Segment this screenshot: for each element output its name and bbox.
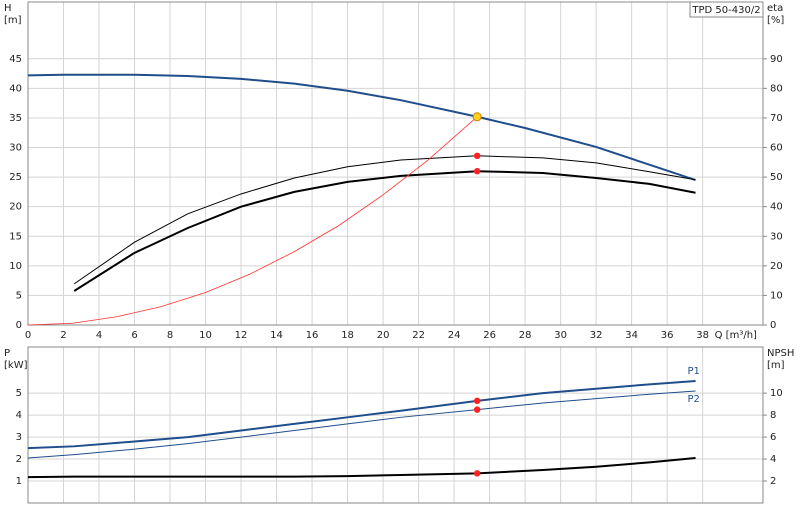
x-tick-label: 24 (448, 330, 461, 341)
curve (73, 155, 696, 285)
y2-tick-label: 30 (770, 231, 783, 242)
y-tick-label: 0 (16, 320, 22, 331)
y-tick-label: 40 (9, 83, 22, 94)
y2-tick-label: 4 (770, 454, 776, 465)
x-tick-label: 8 (167, 330, 173, 341)
y2-tick-label: 20 (770, 261, 783, 272)
y2-tick-label: 70 (770, 113, 783, 124)
operating-point (473, 152, 481, 160)
curve (27, 390, 696, 459)
y-tick-label: 25 (9, 172, 22, 183)
y2-axis-unit: [m] (767, 360, 785, 371)
y2-tick-label: 0 (770, 320, 776, 331)
y-tick-label: 30 (9, 143, 22, 154)
y-axis-unit: [kW] (4, 360, 28, 371)
x-tick-label: 38 (696, 330, 709, 341)
x-tick-label: 6 (131, 330, 137, 341)
x-tick-label: 12 (235, 330, 248, 341)
y-tick-label: 4 (16, 410, 22, 421)
y-tick-label: 5 (16, 290, 22, 301)
plot-area (28, 2, 763, 325)
y-tick-label: 35 (9, 113, 22, 124)
y2-tick-label: 10 (770, 388, 783, 399)
y-axis-unit: [m] (4, 15, 22, 26)
curve (27, 116, 478, 326)
x-tick-label: 0 (25, 330, 31, 341)
y-axis-label: P (4, 348, 10, 359)
x-tick-label: 30 (554, 330, 567, 341)
chart-title: TPD 50-430/2 (691, 5, 760, 16)
y2-axis-unit: [%] (767, 15, 784, 26)
operating-point (473, 406, 481, 413)
plot-frame (27, 346, 764, 504)
y2-tick-label: 60 (770, 143, 783, 154)
operating-point (473, 470, 481, 477)
y2-tick-label: 90 (770, 54, 783, 65)
curve (27, 380, 696, 450)
y2-tick-label: 40 (770, 202, 783, 213)
x-tick-label: 14 (270, 330, 283, 341)
x-tick-label: 18 (341, 330, 354, 341)
plot-frame (27, 1, 764, 326)
x-tick-label: 28 (519, 330, 532, 341)
y-tick-label: 45 (9, 54, 22, 65)
title-box (689, 1, 764, 18)
x-tick-label: 20 (377, 330, 390, 341)
x-axis-label: Q [m³/h] (715, 330, 757, 341)
y-tick-label: 5 (16, 388, 22, 399)
operating-point (473, 397, 481, 405)
operating-point (472, 112, 482, 122)
x-tick-label: 32 (590, 330, 603, 341)
x-tick-label: 36 (661, 330, 674, 341)
y-tick-label: 20 (9, 202, 22, 213)
y2-tick-label: 80 (770, 83, 783, 94)
series-label: P1 (688, 366, 700, 377)
y2-tick-label: 6 (770, 432, 776, 443)
curve (73, 170, 696, 292)
x-tick-label: 16 (306, 330, 319, 341)
curve (27, 73, 696, 182)
operating-point (473, 167, 481, 175)
series-label: P2 (688, 394, 700, 405)
y-tick-label: 3 (16, 432, 22, 443)
y-axis-label: H (4, 3, 12, 14)
plot-area (28, 347, 763, 503)
y-tick-label: 1 (16, 476, 22, 487)
y-tick-label: 15 (9, 231, 22, 242)
y2-tick-label: 8 (770, 410, 776, 421)
y2-tick-label: 50 (770, 172, 783, 183)
y-tick-label: 10 (9, 261, 22, 272)
x-tick-label: 26 (483, 330, 496, 341)
x-tick-label: 4 (96, 330, 102, 341)
y-tick-label: 2 (16, 454, 22, 465)
y2-axis-label: NPSH (767, 348, 794, 359)
x-tick-label: 34 (625, 330, 638, 341)
x-tick-label: 2 (60, 330, 66, 341)
y2-tick-label: 2 (770, 476, 776, 487)
curve (27, 456, 696, 479)
x-tick-label: 10 (199, 330, 212, 341)
x-tick-label: 22 (412, 330, 425, 341)
y2-axis-label: eta (767, 3, 783, 14)
y2-tick-label: 10 (770, 290, 783, 301)
